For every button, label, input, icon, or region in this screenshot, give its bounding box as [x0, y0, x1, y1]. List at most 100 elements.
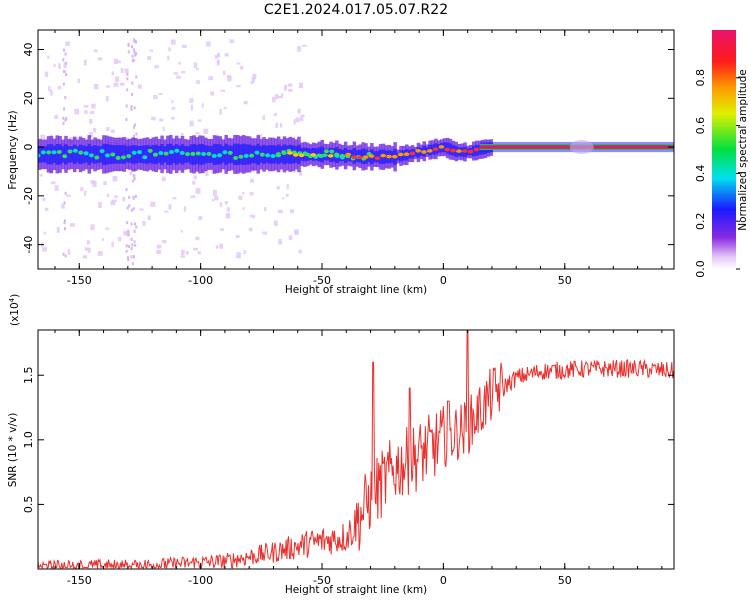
spec-noise-cell: [74, 108, 80, 115]
spec-core-cell: [442, 142, 447, 153]
colorbar-tick-label: 0.6: [694, 117, 707, 135]
spec-noise-cell: [111, 241, 114, 248]
spec-noise-cell: [84, 110, 88, 114]
spec-core-cell: [233, 143, 237, 166]
spec-noise-cell: [68, 137, 74, 142]
spec-streak-cell: [130, 108, 133, 112]
spec-noise-cell: [89, 111, 95, 114]
spec-ridge-dot: [51, 150, 57, 155]
spec-ridge-dot: [115, 155, 121, 160]
spec-noise-cell: [195, 236, 200, 241]
spec-noise-cell: [216, 52, 221, 57]
spec-core-cell: [122, 144, 126, 164]
spec-streak-cell: [128, 244, 131, 248]
spec-noise-cell: [196, 80, 200, 84]
spec-core-cell: [273, 145, 278, 164]
y-tick-label: 0: [22, 144, 35, 151]
spec-noise-cell: [91, 103, 96, 109]
spec-ridge-dot: [99, 149, 105, 154]
spec-ridge-dot: [327, 154, 334, 158]
snr-xlabel: Height of straight line (km): [285, 584, 427, 596]
spec-ridge-dot: [392, 154, 398, 159]
spec-core-cell: [221, 146, 226, 163]
spec-noise-cell: [286, 183, 289, 190]
spec-streak-cell: [62, 116, 65, 120]
spec-streak-cell: [131, 45, 134, 49]
spec-ridge-dot: [444, 147, 451, 152]
spec-core-cell: [171, 145, 176, 164]
spec-streak-cell: [63, 226, 66, 230]
spec-core-cell: [40, 146, 45, 163]
snr-scale-exponent: 4: [8, 297, 16, 302]
spec-streak-cell: [128, 195, 131, 199]
spec-noise-cell: [114, 76, 120, 83]
spec-streak-cell: [131, 93, 134, 97]
spec-ridge-dot: [211, 153, 217, 158]
snr-scale-close: ): [9, 294, 21, 298]
spec-noise-cell: [57, 85, 62, 90]
spec-ridge-dot: [287, 151, 293, 155]
spec-noise-cell: [288, 235, 293, 240]
x-tick-label: 50: [558, 574, 572, 587]
spec-noise-cell: [250, 81, 254, 85]
spec-ridge-dot: [249, 153, 255, 158]
spec-core-cell: [268, 145, 272, 164]
spec-noise-cell: [147, 56, 152, 60]
spec-core-cell: [253, 145, 258, 164]
spec-ridge-dot: [78, 150, 84, 155]
spec-streak-cell: [132, 195, 135, 199]
spec-streak-cell: [126, 72, 129, 76]
spec-noise-cell: [198, 216, 203, 221]
spec-ridge-dot: [126, 154, 132, 159]
spec-core-cell: [437, 143, 441, 153]
spec-noise-cell: [93, 127, 97, 133]
spec-streak-cell: [134, 53, 137, 57]
spec-noise-cell: [43, 231, 47, 235]
spec-ridge-dot: [310, 153, 317, 157]
spec-noise-cell: [113, 82, 119, 87]
spec-ridge-dot: [131, 150, 137, 155]
colorbar-tick-label: 0.8: [694, 69, 707, 87]
spec-streak-cell: [134, 222, 137, 226]
spec-noise-cell: [185, 251, 189, 255]
spec-ridge-dot: [94, 155, 100, 160]
spec-noise-cell: [273, 220, 278, 227]
spec-ridge-dot: [374, 156, 381, 160]
spec-noise-cell: [77, 78, 80, 84]
spec-ridge-dot: [238, 154, 244, 159]
colorbar-tick-label: 0.2: [694, 212, 707, 230]
spec-noise-cell: [56, 226, 60, 233]
spec-streak-cell: [127, 50, 130, 54]
spec-noise-cell: [61, 203, 65, 209]
spec-streak-cell: [130, 222, 133, 226]
spec-streak-cell: [126, 77, 129, 81]
spec-ridge-dot: [322, 153, 328, 158]
spec-noise-cell: [168, 47, 171, 52]
spec-ridge-dot: [174, 148, 180, 153]
spec-streak-cell: [135, 132, 138, 136]
spec-core-cell: [43, 146, 48, 163]
spec-core-cell: [413, 149, 418, 157]
spec-streak-cell: [135, 225, 138, 229]
spec-core-cell: [58, 144, 62, 165]
spec-ridge-dot: [163, 151, 169, 156]
spec-noise-cell: [210, 91, 215, 96]
spec-noise-cell: [195, 132, 200, 135]
spec-noise-cell: [129, 171, 133, 176]
spec-noise-cell: [205, 170, 209, 177]
spec-noise-cell: [83, 59, 87, 66]
x-tick-label: 0: [440, 574, 447, 587]
spec-noise-cell: [219, 109, 222, 115]
spec-noise-cell: [197, 251, 201, 255]
spec-core-cell: [67, 145, 71, 163]
spec-core-cell: [52, 145, 57, 164]
spec-noise-cell: [219, 202, 223, 208]
spectrogram-heatmap: [38, 38, 674, 266]
spec-noise-cell: [103, 181, 107, 186]
spec-streak-cell: [130, 104, 133, 108]
spec-noise-cell: [40, 134, 46, 141]
spec-ridge-dot: [386, 154, 392, 159]
spec-core-cell: [125, 146, 129, 163]
spec-noise-cell: [277, 95, 282, 99]
spec-ridge-dot: [275, 153, 282, 158]
